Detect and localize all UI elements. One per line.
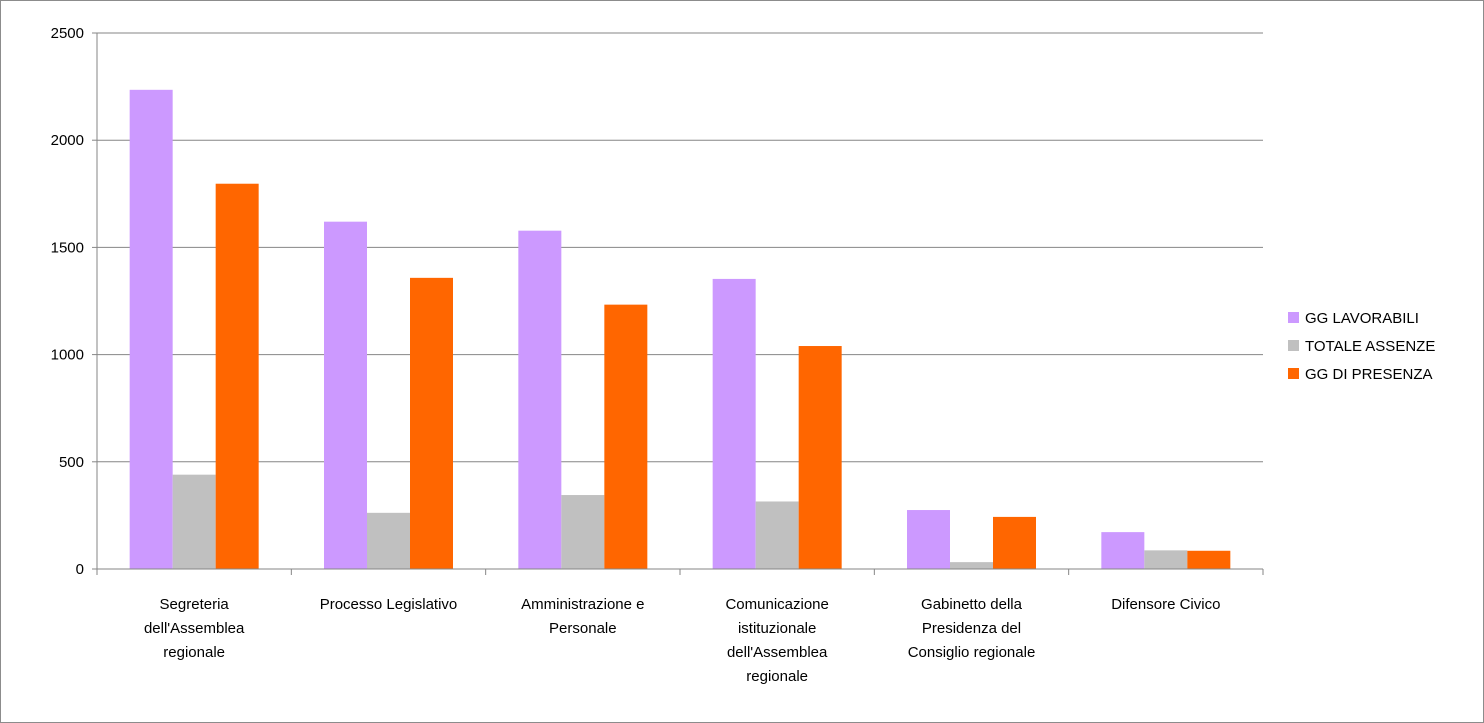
legend-swatch: [1288, 340, 1299, 351]
bar-gg-lavorabili: [712, 278, 756, 569]
bar-gg-di-presenza: [215, 183, 259, 569]
x-tick-label: Personale: [549, 620, 617, 637]
x-tick-label: regionale: [746, 668, 808, 685]
x-tick-label: istituzionale: [738, 620, 816, 637]
bar-totale-assenze: [755, 501, 799, 569]
y-tick-label: 1000: [51, 347, 84, 364]
legend: GG LAVORABILI TOTALE ASSENZE GG DI PRESENZ…: [1288, 310, 1435, 383]
x-tick-label: Segreteria: [160, 596, 230, 613]
bar-totale-assenze: [950, 562, 993, 569]
bars: [129, 89, 1231, 569]
x-tick-label: Amministrazione e: [521, 596, 644, 613]
bar-totale-assenze: [1144, 550, 1188, 569]
legend-swatch: [1288, 368, 1299, 379]
bar-gg-lavorabili: [324, 221, 367, 569]
legend-label: GG DI PRESENZA: [1305, 366, 1433, 383]
bar-totale-assenze: [367, 512, 410, 569]
x-tick-label: Gabinetto della: [921, 596, 1023, 613]
bar-gg-di-presenza: [993, 516, 1036, 569]
bar-totale-assenze: [172, 474, 216, 569]
x-tick-label: dell'Assemblea: [144, 620, 245, 637]
bar-gg-lavorabili: [518, 230, 562, 569]
gridlines: [97, 32, 1263, 463]
y-tick-label: 2500: [51, 25, 84, 42]
bar-gg-di-presenza: [604, 304, 648, 569]
x-tick-label: regionale: [163, 644, 225, 661]
bar-gg-lavorabili: [907, 510, 950, 569]
bar-totale-assenze: [561, 495, 605, 569]
legend-label: TOTALE ASSENZE: [1305, 338, 1435, 355]
y-tick-label: 1500: [51, 239, 84, 256]
axes: 0 500 1000 1500 2000 2500 Segreteria dell'Assem…: [51, 25, 1264, 685]
legend-label: GG LAVORABILI: [1305, 310, 1419, 327]
x-tick-label: Processo Legislativo: [320, 596, 458, 613]
bar-gg-di-presenza: [798, 346, 842, 569]
x-tick-label: Difensore Civico: [1111, 596, 1220, 613]
bar-gg-lavorabili: [1101, 532, 1145, 569]
bar-gg-lavorabili: [129, 89, 173, 569]
bar-gg-di-presenza: [410, 277, 453, 569]
x-tick-label: dell'Assemblea: [727, 644, 828, 661]
y-tick-label: 500: [59, 454, 84, 471]
legend-swatch: [1288, 312, 1299, 323]
bar-gg-di-presenza: [1187, 550, 1231, 569]
y-tick-label: 2000: [51, 132, 84, 149]
x-tick-label: Presidenza del: [922, 620, 1021, 637]
x-tick-label: Comunicazione: [725, 596, 828, 613]
x-tick-label: Consiglio regionale: [908, 644, 1036, 661]
y-tick-label: 0: [76, 561, 84, 578]
